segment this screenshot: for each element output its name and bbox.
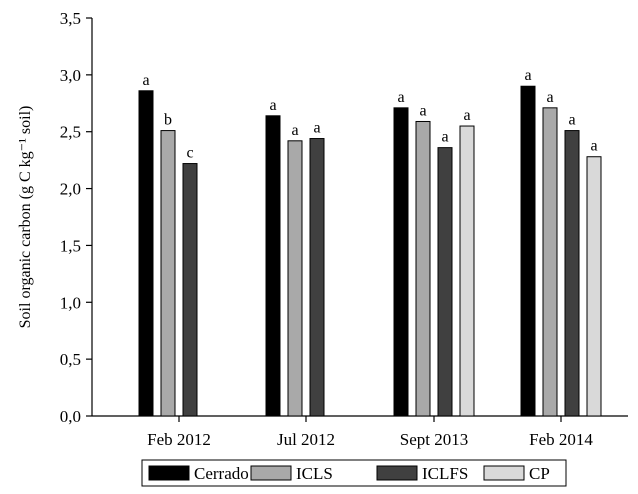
bar-icls	[415, 120, 431, 417]
legend: Cerrado ICLS ICLFS CP	[141, 459, 567, 487]
legend-label-cerrado: Cerrado	[194, 464, 249, 483]
y-tick-label: 0,5	[60, 350, 81, 369]
significance-letter: a	[397, 89, 404, 106]
bar-cerrado	[393, 107, 409, 417]
y-tick-label: 2,5	[60, 123, 81, 142]
significance-letter: b	[164, 112, 172, 129]
legend-label-iclfs: ICLFS	[422, 464, 468, 483]
y-axis-title: Soil organic carbon (g C kg⁻¹ soil)	[17, 106, 34, 329]
x-axis-labels: Feb 2012 Jul 2012 Sept 2013 Feb 2014	[147, 416, 593, 449]
y-tick-label: 3,5	[60, 9, 81, 28]
significance-letter: a	[419, 102, 426, 119]
y-axis-ticks: 0,0 0,5 1,0 1,5 2,0 2,5 3,0 3,5	[60, 9, 92, 426]
bar-cp	[459, 125, 475, 417]
bar-iclfs	[309, 138, 325, 417]
bar-iclfs	[437, 147, 453, 417]
bar-cerrado	[138, 90, 154, 417]
bar-cerrado	[265, 115, 281, 417]
legend-swatch-cerrado	[148, 465, 190, 481]
bar-icls	[542, 107, 558, 417]
significance-letter: a	[463, 107, 470, 124]
x-tick-label: Jul 2012	[277, 430, 335, 449]
significance-letter: a	[142, 72, 149, 89]
significance-letter: a	[269, 97, 276, 114]
chart-axes	[91, 18, 628, 417]
bar-icls	[287, 140, 303, 417]
bar-cerrado	[520, 85, 536, 417]
legend-label-icls: ICLS	[296, 464, 333, 483]
x-tick-label: Feb 2014	[529, 430, 593, 449]
significance-letter: a	[568, 112, 575, 129]
y-tick-label: 1,5	[60, 236, 81, 255]
significance-letter: a	[441, 129, 448, 146]
significance-letter: c	[186, 145, 193, 162]
x-tick-label: Feb 2012	[147, 430, 211, 449]
x-tick-label: Sept 2013	[400, 430, 468, 449]
y-tick-label: 3,0	[60, 66, 81, 85]
bar-iclfs	[564, 130, 580, 417]
significance-letter: a	[590, 138, 597, 155]
bar-icls	[160, 130, 176, 417]
y-tick-label: 1,0	[60, 293, 81, 312]
legend-swatch-iclfs	[376, 465, 418, 481]
y-tick-label: 0,0	[60, 407, 81, 426]
chart-bars	[138, 85, 602, 417]
significance-letter: a	[291, 122, 298, 139]
bar-cp	[586, 156, 602, 417]
legend-swatch-icls	[250, 465, 292, 481]
significance-letter: a	[313, 120, 320, 137]
significance-letter: a	[546, 89, 553, 106]
significance-letter: a	[524, 67, 531, 84]
bar-iclfs	[182, 163, 198, 417]
legend-label-cp: CP	[529, 464, 550, 483]
y-tick-label: 2,0	[60, 180, 81, 199]
legend-swatch-cp	[483, 465, 525, 481]
